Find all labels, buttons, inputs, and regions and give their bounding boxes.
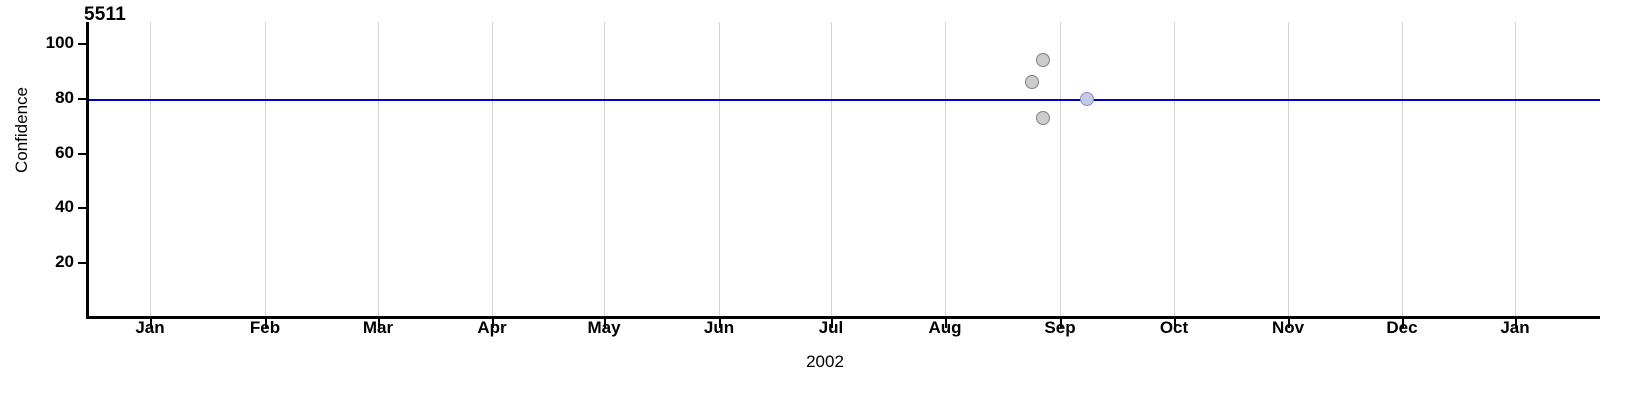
data-point-highlighted-observation-0[interactable] [1080, 91, 1094, 106]
data-point-observations-2[interactable] [1036, 110, 1050, 125]
plot-area [88, 22, 1600, 318]
x-tick-label-jul-6: Jul [818, 318, 844, 337]
x-tick-label-mar-2: Mar [362, 318, 394, 337]
y-tick-mark-80 [78, 97, 87, 100]
y-tick-label-80: 80 [55, 87, 74, 107]
x-tick-mark-9 [1174, 319, 1176, 328]
y-tick-label-100: 100 [45, 32, 74, 52]
x-tick-mark-3 [492, 319, 494, 328]
x-tick-mark-4 [604, 319, 606, 328]
y-axis-line [86, 22, 89, 318]
reference-line-confidence-threshold [88, 98, 1600, 101]
y-tick-label-40: 40 [55, 197, 74, 217]
x-tick-label-sep-8: Sep [1044, 318, 1076, 337]
x-tick-label-jan-0: Jan [135, 318, 165, 337]
gridline-may-4 [604, 22, 605, 316]
y-tick-label-60: 60 [55, 142, 74, 162]
data-point-observations-1[interactable] [1025, 75, 1039, 90]
y-tick-mark-20 [78, 262, 87, 265]
x-tick-label-oct-9: Oct [1159, 318, 1189, 337]
x-tick-label-jun-5: Jun [703, 318, 735, 337]
chart-title: 5511 [84, 4, 127, 25]
x-axis-line [86, 316, 1600, 319]
y-axis-label: Confidence [12, 87, 31, 174]
x-tick-label-feb-1: Feb [249, 318, 281, 337]
gridline-aug-7 [945, 22, 946, 316]
gridline-sep-8 [1060, 22, 1061, 316]
gridline-dec-11 [1402, 22, 1403, 316]
x-tick-label-may-4: May [587, 318, 621, 337]
x-tick-label-nov-10: Nov [1271, 318, 1305, 337]
x-tick-label-dec-11: Dec [1386, 318, 1418, 337]
x-tick-mark-0 [150, 319, 152, 328]
x-tick-mark-1 [265, 319, 267, 328]
gridline-mar-2 [378, 22, 379, 316]
x-tick-mark-6 [831, 319, 833, 328]
x-tick-mark-7 [945, 319, 947, 328]
gridline-jan-12 [1515, 22, 1516, 316]
x-tick-label-apr-3: Apr [477, 318, 507, 337]
x-tick-mark-10 [1288, 319, 1290, 328]
x-tick-mark-2 [378, 319, 380, 328]
gridline-oct-9 [1174, 22, 1175, 316]
data-point-observations-0[interactable] [1036, 53, 1050, 68]
gridline-jun-5 [719, 22, 720, 316]
y-tick-mark-40 [78, 207, 87, 210]
gridline-apr-3 [492, 22, 493, 316]
y-tick-mark-60 [78, 152, 87, 155]
x-tick-mark-5 [719, 319, 721, 328]
gridline-feb-1 [265, 22, 266, 316]
gridline-jul-6 [831, 22, 832, 316]
y-tick-label-20: 20 [55, 252, 74, 272]
x-tick-mark-11 [1402, 319, 1404, 328]
y-tick-mark-100 [78, 42, 87, 45]
x-tick-mark-12 [1515, 319, 1517, 328]
x-tick-label-jan-12: Jan [1500, 318, 1530, 337]
gridline-nov-10 [1288, 22, 1289, 316]
gridline-jan-0 [150, 22, 151, 316]
x-tick-mark-8 [1060, 319, 1062, 328]
x-tick-label-aug-7: Aug [928, 318, 962, 337]
x-axis-label: 2002 [806, 352, 844, 371]
